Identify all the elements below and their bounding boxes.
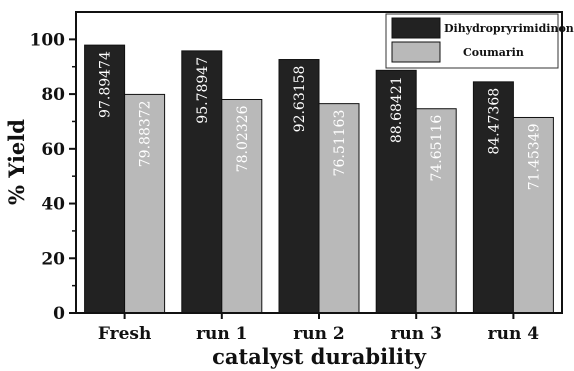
x-tick-label: run 4 xyxy=(488,324,540,344)
data-label-coumarin: 76.51163 xyxy=(332,110,348,177)
y-axis-ticks: 0 20 40 60 80 100 xyxy=(30,30,76,324)
bars-layer xyxy=(84,44,554,314)
data-label-dihydropryrimidinone: 97.89474 xyxy=(98,51,114,118)
legend-label-coumarin: Coumarin xyxy=(463,46,524,59)
data-label-dihydropryrimidinone: 88.68421 xyxy=(389,76,405,143)
y-axis-title: % Yield xyxy=(4,119,29,205)
bar-coumarin xyxy=(318,103,360,314)
x-tick-label: run 2 xyxy=(293,324,344,344)
bar-dihydropryrimidinone xyxy=(84,44,126,314)
legend-swatch-coumarin xyxy=(391,41,441,63)
data-labels-layer: 97.89474 79.88372 95.78947 78.02326 92.63158… xyxy=(98,51,543,190)
y-tick-label: 100 xyxy=(30,30,66,50)
data-label-dihydropryrimidinone: 92.63158 xyxy=(292,66,308,133)
data-label-coumarin: 79.88372 xyxy=(138,100,154,167)
bar-coumarin xyxy=(221,98,263,314)
y-tick-label: 20 xyxy=(41,249,65,269)
y-tick-label: 0 xyxy=(53,304,65,324)
y-tick-label: 40 xyxy=(41,195,65,215)
legend-swatch-dihydropryrimidinone xyxy=(391,17,441,39)
x-tick-label: Fresh xyxy=(98,324,151,344)
bar-coumarin xyxy=(415,108,457,314)
legend: Dihydropryrimidinone Coumarin xyxy=(385,13,574,69)
x-axis-title: catalyst durability xyxy=(212,344,427,369)
bar-dihydropryrimidinone xyxy=(181,50,223,314)
data-label-coumarin: 74.65116 xyxy=(429,115,445,182)
data-label-dihydropryrimidinone: 84.47368 xyxy=(486,88,502,155)
data-label-coumarin: 71.45349 xyxy=(526,123,542,190)
y-tick-label: 60 xyxy=(41,140,65,160)
legend-label-dihydropryrimidinone: Dihydropryrimidinone xyxy=(444,22,574,35)
x-axis-ticks: Fresh run 1 run 2 run 3 run 4 xyxy=(98,313,539,344)
bar-coumarin xyxy=(124,93,166,314)
data-label-dihydropryrimidinone: 95.78947 xyxy=(195,57,211,124)
x-tick-label: run 1 xyxy=(196,324,247,344)
bar-coumarin xyxy=(512,116,554,314)
x-tick-label: run 3 xyxy=(390,324,441,344)
data-label-coumarin: 78.02326 xyxy=(235,105,251,172)
y-tick-label: 80 xyxy=(41,85,65,105)
